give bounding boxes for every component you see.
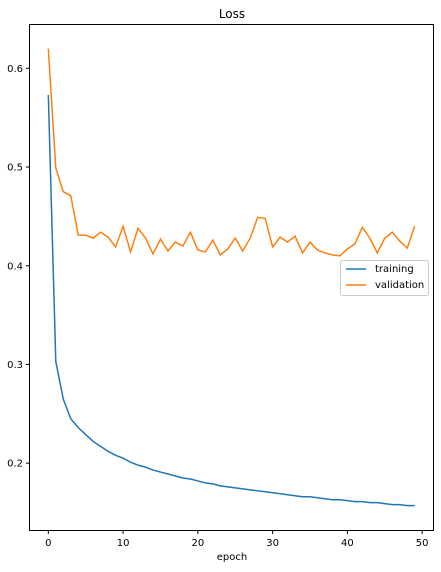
y-tick-label: 0.5 <box>7 163 23 174</box>
y-tick-label: 0.4 <box>7 261 23 272</box>
y-tick-label: 0.3 <box>7 360 23 371</box>
x-tick-label: 20 <box>191 538 204 549</box>
y-axis: 0.2 0.3 0.4 0.5 0.6 <box>7 64 30 470</box>
x-tick-label: 10 <box>117 538 130 549</box>
x-tick-label: 0 <box>45 538 51 549</box>
x-axis-label: epoch <box>217 552 247 563</box>
legend: training validation <box>340 260 429 296</box>
legend-label-training: training <box>375 264 414 275</box>
x-axis: 0 10 20 30 40 50 <box>45 530 429 549</box>
y-tick-label: 0.6 <box>7 64 23 75</box>
y-tick-label: 0.2 <box>7 459 23 470</box>
x-tick-label: 30 <box>266 538 279 549</box>
legend-label-validation: validation <box>375 280 424 291</box>
chart-title: Loss <box>219 7 245 21</box>
series-layer <box>47 48 416 507</box>
series-line-validation <box>47 48 416 257</box>
x-tick-label: 50 <box>416 538 429 549</box>
x-tick-label: 40 <box>341 538 354 549</box>
series-line-training <box>47 94 415 507</box>
